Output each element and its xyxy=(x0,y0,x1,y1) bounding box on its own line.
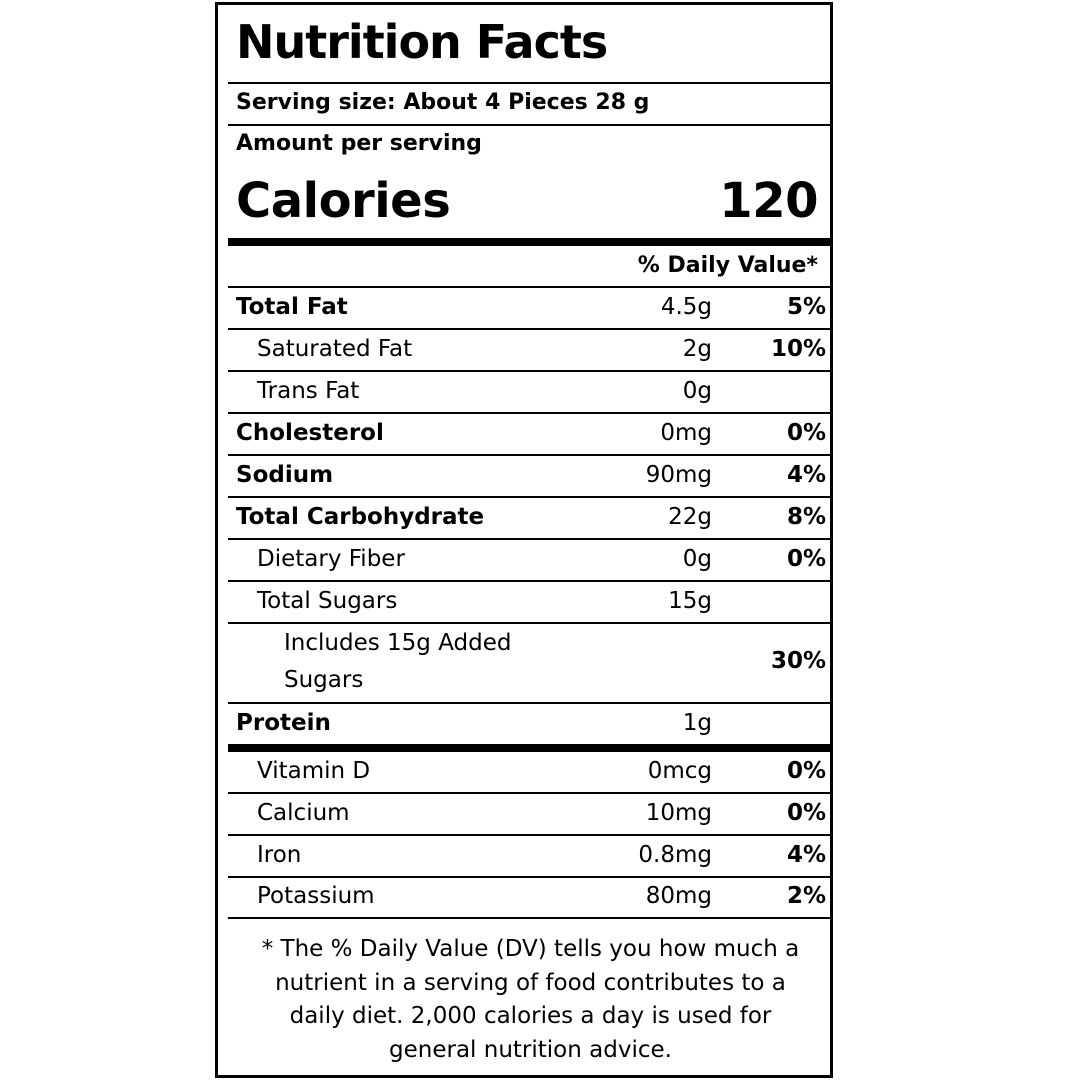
thick-divider xyxy=(228,744,832,752)
nutrient-row-added-sugars: Includes 15g Added Sugars 30% xyxy=(228,625,832,703)
nutrient-name: Cholesterol xyxy=(236,420,384,446)
nutrient-name: Includes 15g Added Sugars xyxy=(284,630,512,693)
nutrient-name: Trans Fat xyxy=(257,378,360,404)
daily-value-footnote: * The % Daily Value (DV) tells you how m… xyxy=(261,936,800,1063)
serving-size: Serving size: About 4 Pieces 28 g xyxy=(236,90,650,115)
nutrient-amount: 0mg xyxy=(660,420,712,446)
nutrient-dv: 4% xyxy=(786,462,826,488)
calories-value: 120 xyxy=(719,173,818,229)
nutrient-name: Iron xyxy=(257,842,302,868)
nutrient-dv: 4% xyxy=(786,842,826,868)
nutrient-name: Saturated Fat xyxy=(257,336,413,362)
nutrient-amount: 0.8mg xyxy=(638,842,712,868)
divider xyxy=(228,286,832,288)
divider xyxy=(228,496,832,498)
label-title: Nutrition Facts xyxy=(236,15,608,69)
divider xyxy=(228,124,832,126)
nutrient-dv: 0% xyxy=(786,758,826,784)
nutrient-amount: 0mcg xyxy=(647,758,712,784)
amount-per-serving: Amount per serving xyxy=(236,131,482,156)
divider xyxy=(228,454,832,456)
divider xyxy=(228,834,832,836)
nutrient-name: Calcium xyxy=(257,800,350,826)
divider xyxy=(228,876,832,878)
divider xyxy=(228,370,832,372)
daily-value-header: % Daily Value* xyxy=(637,253,818,278)
divider xyxy=(228,82,832,84)
divider xyxy=(228,538,832,540)
nutrient-name: Protein xyxy=(236,710,331,736)
nutrient-dv: 30% xyxy=(770,648,826,674)
nutrient-name: Vitamin D xyxy=(257,758,371,784)
divider xyxy=(228,412,832,414)
divider xyxy=(228,328,832,330)
nutrient-amount: 4.5g xyxy=(660,294,712,320)
nutrient-dv: 10% xyxy=(770,336,826,362)
nutrient-name: Total Fat xyxy=(236,294,348,320)
nutrient-name: Total Carbohydrate xyxy=(236,504,485,530)
nutrient-amount: 15g xyxy=(668,588,712,614)
thick-divider xyxy=(228,238,832,246)
calories-label: Calories xyxy=(236,173,451,229)
nutrient-dv: 0% xyxy=(786,800,826,826)
nutrient-name: Potassium xyxy=(257,883,375,909)
nutrient-amount: 10mg xyxy=(645,800,712,826)
nutrition-facts-label: Nutrition Facts Serving size: About 4 Pi… xyxy=(215,2,833,1078)
divider xyxy=(228,917,832,919)
nutrient-name: Sodium xyxy=(236,462,334,488)
nutrient-amount: 80mg xyxy=(645,883,712,909)
nutrient-amount: 90mg xyxy=(645,462,712,488)
divider xyxy=(228,622,832,624)
nutrient-amount: 0g xyxy=(682,546,712,572)
nutrient-name: Total Sugars xyxy=(257,588,398,614)
divider xyxy=(228,792,832,794)
nutrient-dv: 0% xyxy=(786,420,826,446)
divider xyxy=(228,580,832,582)
nutrient-amount: 22g xyxy=(668,504,712,530)
nutrient-amount: 2g xyxy=(682,336,712,362)
nutrient-dv: 2% xyxy=(786,883,826,909)
nutrient-name: Dietary Fiber xyxy=(257,546,405,572)
nutrient-dv: 5% xyxy=(786,294,826,320)
nutrient-amount: 0g xyxy=(682,378,712,404)
nutrient-amount: 1g xyxy=(682,710,712,736)
nutrient-dv: 0% xyxy=(786,546,826,572)
nutrient-dv: 8% xyxy=(786,504,826,530)
divider xyxy=(228,702,832,704)
